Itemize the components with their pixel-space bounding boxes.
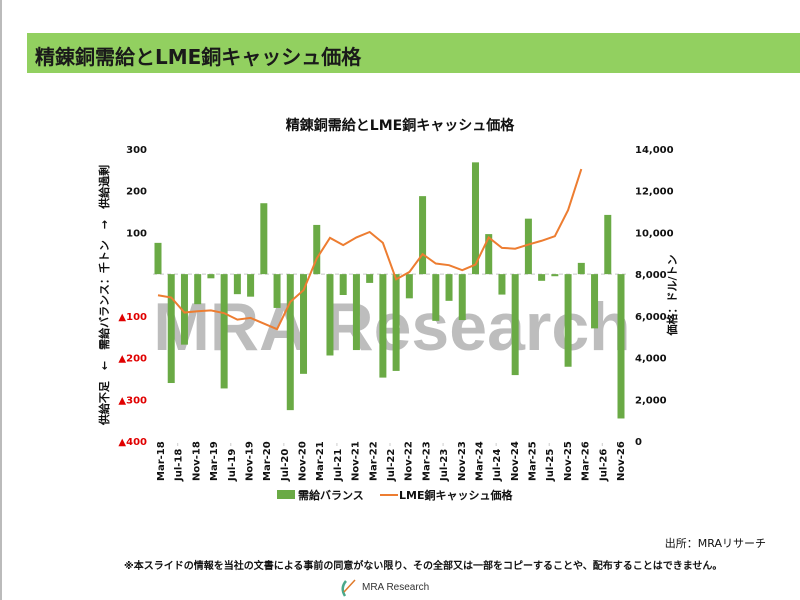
left-tick-label: ▲400 bbox=[118, 437, 147, 448]
bar bbox=[207, 274, 215, 279]
right-tick-label: 6,000 bbox=[635, 312, 667, 323]
right-tick-label: 4,000 bbox=[635, 354, 667, 365]
legend: 需給バランス LME銅キャッシュ価格 bbox=[277, 488, 513, 502]
x-tick-label: Mar-22 bbox=[368, 441, 379, 481]
x-tick-label: Nov-21 bbox=[351, 441, 362, 481]
right-tick-label: 2,000 bbox=[635, 395, 667, 406]
x-tick-label: Nov-22 bbox=[404, 441, 415, 481]
line-series bbox=[157, 168, 583, 331]
disclaimer: ※本スライドの情報を当社の文書による事前の同意がない限り、その全部又は一部をコピ… bbox=[124, 561, 723, 572]
slide-header: 精錬銅需給とLME銅キャッシュ価格 bbox=[27, 33, 800, 73]
x-tick-label: Nov-25 bbox=[563, 441, 574, 481]
x-tick-label: Mar-20 bbox=[262, 441, 273, 481]
slide-left-edge bbox=[0, 0, 2, 600]
x-tick-label: Mar-18 bbox=[156, 441, 167, 481]
bar bbox=[379, 274, 387, 378]
x-tick-label: Jul-20 bbox=[280, 449, 291, 482]
bar bbox=[577, 262, 585, 275]
x-tick-label: Nov-19 bbox=[244, 441, 255, 481]
x-tick-label: Jul-21 bbox=[333, 449, 344, 482]
bar bbox=[247, 274, 255, 297]
bar bbox=[617, 274, 625, 419]
left-tick-label: 300 bbox=[126, 145, 147, 156]
bar bbox=[405, 274, 413, 299]
bar bbox=[564, 274, 572, 367]
bar bbox=[352, 274, 360, 351]
bar-series bbox=[153, 162, 626, 419]
bar bbox=[458, 274, 466, 321]
x-tick-label: Mar-25 bbox=[528, 441, 539, 481]
legend-label-price: LME銅キャッシュ価格 bbox=[399, 488, 513, 502]
bar bbox=[432, 274, 440, 321]
right-tick-label: 8,000 bbox=[635, 270, 667, 281]
right-tick-label: 14,000 bbox=[635, 145, 674, 156]
bar bbox=[286, 274, 294, 411]
axis-ticks: 300 200 100 ▲100 ▲200 ▲300 ▲400 0 2,000 4,000 6,00… bbox=[118, 145, 673, 482]
bar bbox=[392, 274, 400, 371]
x-tick-label: Jul-26 bbox=[598, 449, 609, 482]
left-tick-label: 200 bbox=[126, 187, 147, 198]
bar bbox=[260, 203, 268, 275]
watermark: MRA Research bbox=[153, 289, 630, 365]
x-tick-label: Mar-23 bbox=[421, 441, 432, 481]
x-tick-label: Mar-21 bbox=[315, 441, 326, 481]
x-tick-label: Mar-26 bbox=[581, 441, 592, 481]
bar bbox=[498, 274, 506, 295]
bar bbox=[419, 196, 427, 275]
bar bbox=[445, 274, 453, 301]
bar bbox=[313, 224, 321, 275]
bar bbox=[194, 274, 202, 305]
price-line bbox=[157, 168, 583, 331]
bar bbox=[326, 274, 334, 356]
x-tick-label: Jul-19 bbox=[227, 449, 238, 482]
left-axis-label: 供給不足 ← 需給バランス：千トン → 供給過剰 bbox=[97, 165, 111, 426]
bar bbox=[300, 274, 308, 374]
right-axis-label: 価格：ドル/トン bbox=[665, 254, 679, 336]
bar bbox=[167, 274, 175, 384]
bar bbox=[220, 274, 228, 389]
bar bbox=[154, 242, 162, 275]
x-tick-label: Jul-23 bbox=[439, 449, 450, 482]
x-tick-label: Jul-25 bbox=[545, 449, 556, 482]
x-tick-label: Nov-18 bbox=[191, 441, 202, 481]
logo-icon bbox=[341, 579, 356, 597]
left-tick-label: ▲300 bbox=[118, 395, 147, 406]
bar bbox=[538, 274, 546, 281]
x-tick-label: Jul-18 bbox=[174, 449, 185, 482]
x-tick-label: Nov-26 bbox=[616, 441, 627, 481]
right-tick-label: 12,000 bbox=[635, 187, 674, 198]
bar bbox=[511, 274, 519, 376]
bar bbox=[591, 274, 599, 329]
logo-text: MRA Research bbox=[362, 582, 430, 593]
right-tick-label: 0 bbox=[635, 437, 642, 448]
x-tick-label: Mar-19 bbox=[209, 441, 220, 481]
right-tick-label: 10,000 bbox=[635, 228, 674, 239]
bar bbox=[180, 274, 188, 345]
slide-title: 精錬銅需給とLME銅キャッシュ価格 bbox=[35, 45, 362, 69]
x-tick-label: Nov-24 bbox=[510, 441, 521, 481]
bar bbox=[273, 274, 281, 308]
source-note: 出所：MRAリサーチ bbox=[664, 537, 766, 550]
legend-bar-swatch bbox=[277, 490, 295, 499]
bar bbox=[604, 214, 612, 275]
left-tick-label: ▲100 bbox=[118, 312, 147, 323]
legend-label-balance: 需給バランス bbox=[298, 488, 364, 502]
left-tick-label: ▲200 bbox=[118, 354, 147, 365]
chart-title: 精錬銅需給とLME銅キャッシュ価格 bbox=[286, 117, 515, 134]
bar bbox=[551, 274, 559, 277]
bar bbox=[339, 274, 347, 295]
bar bbox=[524, 218, 532, 275]
bar bbox=[233, 274, 241, 295]
x-tick-label: Nov-20 bbox=[298, 441, 309, 481]
x-tick-label: Jul-22 bbox=[386, 449, 397, 482]
x-tick-label: Mar-24 bbox=[474, 441, 485, 481]
bar bbox=[471, 162, 479, 275]
x-tick-label: Jul-24 bbox=[492, 449, 503, 482]
left-tick-label: 100 bbox=[126, 228, 147, 239]
bar bbox=[366, 274, 374, 283]
x-tick-label: Nov-23 bbox=[457, 441, 468, 481]
bar bbox=[485, 234, 493, 275]
